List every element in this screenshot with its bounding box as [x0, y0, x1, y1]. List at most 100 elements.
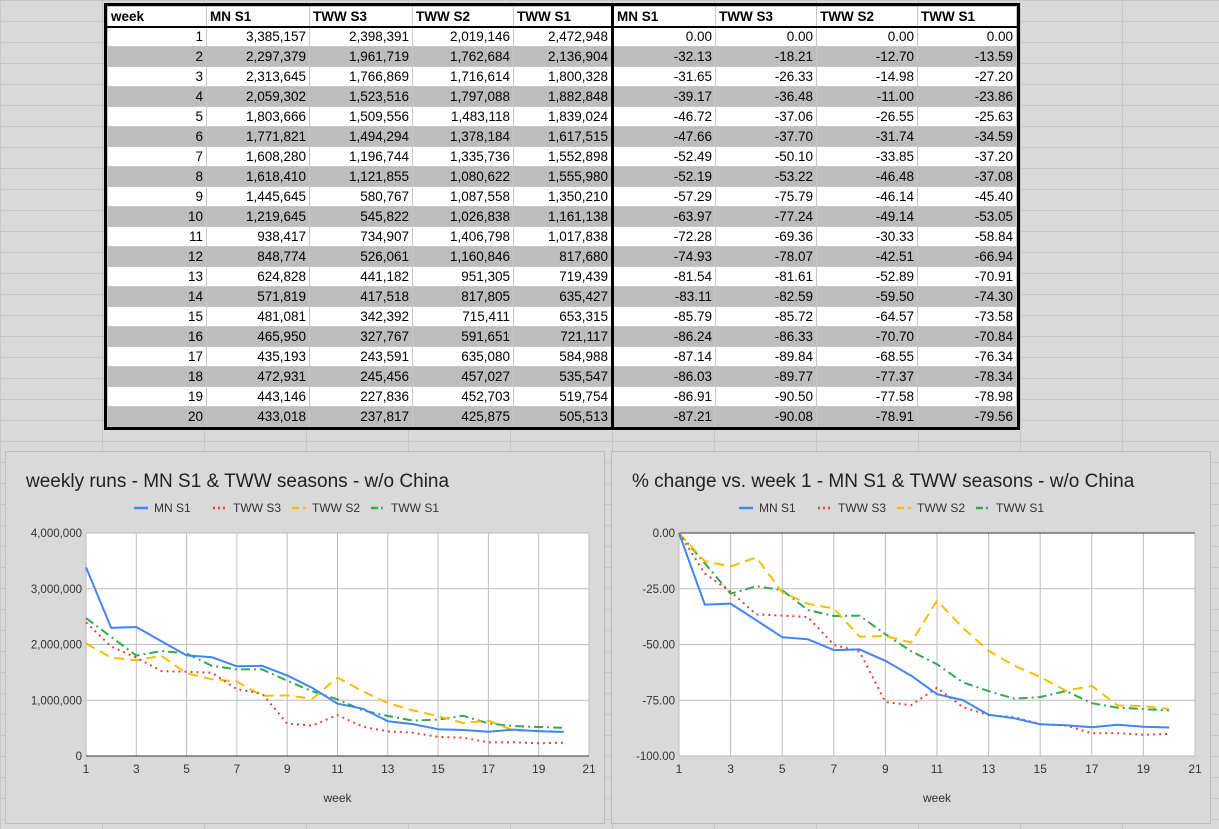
table-cell[interactable]: 584,988 — [513, 346, 614, 367]
table-cell[interactable]: 443,146 — [206, 386, 310, 407]
table-cell[interactable]: -34.59 — [917, 126, 1017, 147]
table-cell[interactable]: 6 — [107, 126, 207, 147]
table-cell[interactable]: -58.84 — [917, 226, 1017, 247]
table-cell[interactable]: 1,483,118 — [412, 106, 514, 127]
table-cell[interactable]: -36.48 — [715, 86, 817, 107]
table-cell[interactable]: -50.10 — [715, 146, 817, 167]
table-cell[interactable]: -86.03 — [612, 366, 716, 387]
table-cell[interactable]: 1,555,980 — [513, 166, 614, 187]
table-cell[interactable]: 1,803,666 — [206, 106, 310, 127]
table-cell[interactable]: -39.17 — [612, 86, 716, 107]
table-cell[interactable]: -46.72 — [612, 106, 716, 127]
table-cell[interactable]: 1,766,869 — [309, 66, 413, 87]
table-cell[interactable]: 16 — [107, 326, 207, 347]
table-cell[interactable]: 1,406,798 — [412, 226, 514, 247]
header-cell[interactable]: TWW S2 — [412, 6, 514, 28]
table-cell[interactable]: 1,762,684 — [412, 46, 514, 67]
table-cell[interactable]: 2,472,948 — [513, 26, 614, 47]
header-cell[interactable]: TWW S3 — [309, 6, 413, 28]
table-cell[interactable]: 848,774 — [206, 246, 310, 267]
table-cell[interactable]: 1,552,898 — [513, 146, 614, 167]
table-cell[interactable]: 9 — [107, 186, 207, 207]
table-cell[interactable]: 472,931 — [206, 366, 310, 387]
table-cell[interactable]: -87.21 — [612, 406, 716, 427]
table-cell[interactable]: 2 — [107, 46, 207, 67]
header-cell[interactable]: MN S1 — [612, 6, 716, 28]
table-cell[interactable]: -70.91 — [917, 266, 1017, 287]
header-cell[interactable]: TWW S1 — [513, 6, 614, 28]
table-cell[interactable]: -26.33 — [715, 66, 817, 87]
table-cell[interactable]: 719,439 — [513, 266, 614, 287]
table-cell[interactable]: -32.13 — [612, 46, 716, 67]
table-cell[interactable]: -74.30 — [917, 286, 1017, 307]
table-cell[interactable]: 18 — [107, 366, 207, 387]
table-cell[interactable]: -42.51 — [816, 246, 918, 267]
table-cell[interactable]: -49.14 — [816, 206, 918, 227]
table-cell[interactable]: 10 — [107, 206, 207, 227]
table-cell[interactable]: 1,121,855 — [309, 166, 413, 187]
table-cell[interactable]: -18.21 — [715, 46, 817, 67]
table-cell[interactable]: 519,754 — [513, 386, 614, 407]
table-cell[interactable]: 938,417 — [206, 226, 310, 247]
table-cell[interactable]: -76.34 — [917, 346, 1017, 367]
table-cell[interactable]: 734,907 — [309, 226, 413, 247]
table-cell[interactable]: 1,617,515 — [513, 126, 614, 147]
table-cell[interactable]: -78.34 — [917, 366, 1017, 387]
table-cell[interactable]: 465,950 — [206, 326, 310, 347]
weekly-runs-chart[interactable]: weekly runs - MN S1 & TWW seasons - w/o … — [5, 451, 605, 824]
table-cell[interactable]: -83.11 — [612, 286, 716, 307]
table-cell[interactable]: 635,080 — [412, 346, 514, 367]
table-cell[interactable]: 715,411 — [412, 306, 514, 327]
header-cell[interactable]: week — [107, 6, 207, 28]
table-cell[interactable]: 12 — [107, 246, 207, 267]
table-cell[interactable]: -53.22 — [715, 166, 817, 187]
table-cell[interactable]: 19 — [107, 386, 207, 407]
table-cell[interactable]: 721,117 — [513, 326, 614, 347]
table-cell[interactable]: 0.00 — [917, 26, 1017, 47]
table-cell[interactable]: 1,335,736 — [412, 146, 514, 167]
table-cell[interactable]: -37.20 — [917, 146, 1017, 167]
table-cell[interactable]: 1,882,848 — [513, 86, 614, 107]
table-cell[interactable]: 571,819 — [206, 286, 310, 307]
table-cell[interactable]: -52.89 — [816, 266, 918, 287]
table-cell[interactable]: 0.00 — [816, 26, 918, 47]
table-cell[interactable]: 1,797,088 — [412, 86, 514, 107]
table-cell[interactable]: 1,445,645 — [206, 186, 310, 207]
header-cell[interactable]: TWW S2 — [816, 6, 918, 28]
table-cell[interactable]: 2,313,645 — [206, 66, 310, 87]
table-cell[interactable]: 1,618,410 — [206, 166, 310, 187]
table-cell[interactable]: 342,392 — [309, 306, 413, 327]
table-cell[interactable]: -27.20 — [917, 66, 1017, 87]
table-cell[interactable]: 237,817 — [309, 406, 413, 427]
table-cell[interactable]: 1,017,838 — [513, 226, 614, 247]
table-cell[interactable]: 1,087,558 — [412, 186, 514, 207]
percent-change-chart[interactable]: % change vs. week 1 - MN S1 & TWW season… — [611, 451, 1211, 824]
table-cell[interactable]: 452,703 — [412, 386, 514, 407]
table-cell[interactable]: -86.91 — [612, 386, 716, 407]
table-cell[interactable]: -86.33 — [715, 326, 817, 347]
table-cell[interactable]: 1 — [107, 26, 207, 47]
table-cell[interactable]: 1,378,184 — [412, 126, 514, 147]
table-cell[interactable]: 1,160,846 — [412, 246, 514, 267]
table-cell[interactable]: 5 — [107, 106, 207, 127]
table-cell[interactable]: 243,591 — [309, 346, 413, 367]
table-cell[interactable]: -37.08 — [917, 166, 1017, 187]
table-cell[interactable]: -14.98 — [816, 66, 918, 87]
table-cell[interactable]: 2,059,302 — [206, 86, 310, 107]
table-cell[interactable]: -25.63 — [917, 106, 1017, 127]
table-cell[interactable]: 20 — [107, 406, 207, 427]
table-cell[interactable]: 1,523,516 — [309, 86, 413, 107]
table-cell[interactable]: 4 — [107, 86, 207, 107]
table-cell[interactable]: 3 — [107, 66, 207, 87]
table-cell[interactable]: -77.58 — [816, 386, 918, 407]
table-cell[interactable]: 535,547 — [513, 366, 614, 387]
table-cell[interactable]: -59.50 — [816, 286, 918, 307]
table-cell[interactable]: -52.49 — [612, 146, 716, 167]
table-cell[interactable]: 1,494,294 — [309, 126, 413, 147]
table-cell[interactable]: 435,193 — [206, 346, 310, 367]
header-cell[interactable]: TWW S1 — [917, 6, 1017, 28]
header-cell[interactable]: MN S1 — [206, 6, 310, 28]
table-cell[interactable]: -37.70 — [715, 126, 817, 147]
table-cell[interactable]: 580,767 — [309, 186, 413, 207]
table-cell[interactable]: -37.06 — [715, 106, 817, 127]
